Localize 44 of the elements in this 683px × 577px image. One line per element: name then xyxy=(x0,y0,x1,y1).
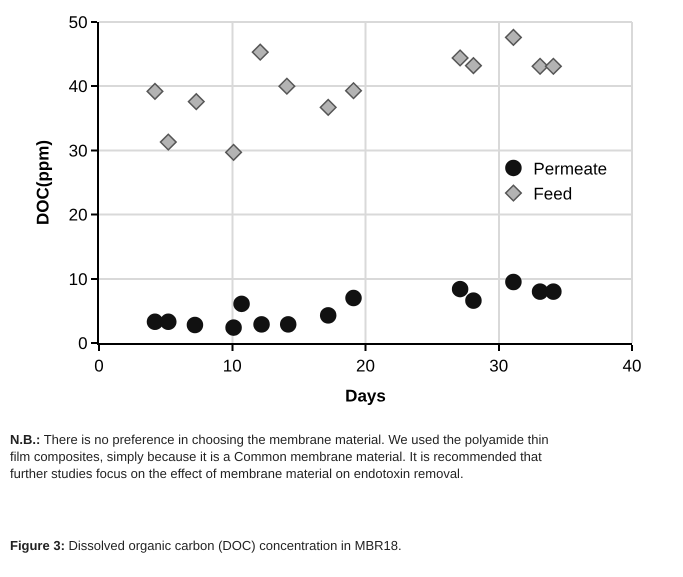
point xyxy=(225,319,242,336)
point xyxy=(345,290,362,306)
point xyxy=(253,316,270,333)
x-axis-title: Days xyxy=(345,386,386,406)
legend-label: Feed xyxy=(533,184,572,204)
point xyxy=(465,292,482,309)
y-tick-label: 50 xyxy=(68,12,88,32)
point xyxy=(146,82,164,100)
point xyxy=(464,57,482,74)
point xyxy=(280,316,296,333)
y-tick-label: 10 xyxy=(68,270,88,289)
point xyxy=(452,280,468,298)
point xyxy=(233,296,250,312)
point xyxy=(160,134,177,151)
point xyxy=(344,82,362,100)
caption: Figure 3: Dissolved organic carbon (DOC) concentration in MBR18. xyxy=(10,538,402,553)
x-tick-label: 30 xyxy=(489,356,508,376)
point xyxy=(532,283,548,300)
point xyxy=(188,93,205,110)
y-tick-label: 0 xyxy=(78,334,88,353)
y-tick-label: 20 xyxy=(68,206,88,225)
y-tick-label: 30 xyxy=(68,141,88,160)
point xyxy=(452,49,469,66)
x-tick-label: 10 xyxy=(222,356,242,376)
point xyxy=(160,314,177,330)
text: N.B.: There is no preference in choosing the membrane material. We used the polyamide thin film composites, simply because it is a Common membrane material. It is recommended that further studies focus on the effect of membrane material on endotoxin removal. xyxy=(10,432,549,481)
point xyxy=(252,44,269,61)
point xyxy=(320,98,337,116)
x-tick-label: 0 xyxy=(94,356,104,376)
point xyxy=(532,58,549,75)
x-tick-label: 20 xyxy=(356,356,375,376)
point xyxy=(544,58,562,75)
x-tick-label: 40 xyxy=(622,356,642,376)
y-tick-label: 40 xyxy=(68,77,88,96)
legend-label: Permeate xyxy=(533,160,608,179)
point xyxy=(320,307,336,324)
point xyxy=(225,144,242,161)
point xyxy=(545,283,562,300)
point xyxy=(278,78,296,95)
point xyxy=(505,274,522,290)
point xyxy=(146,314,164,330)
point xyxy=(186,316,204,334)
y-axis-title: DOC(ppm) xyxy=(34,140,53,225)
point xyxy=(504,28,522,46)
